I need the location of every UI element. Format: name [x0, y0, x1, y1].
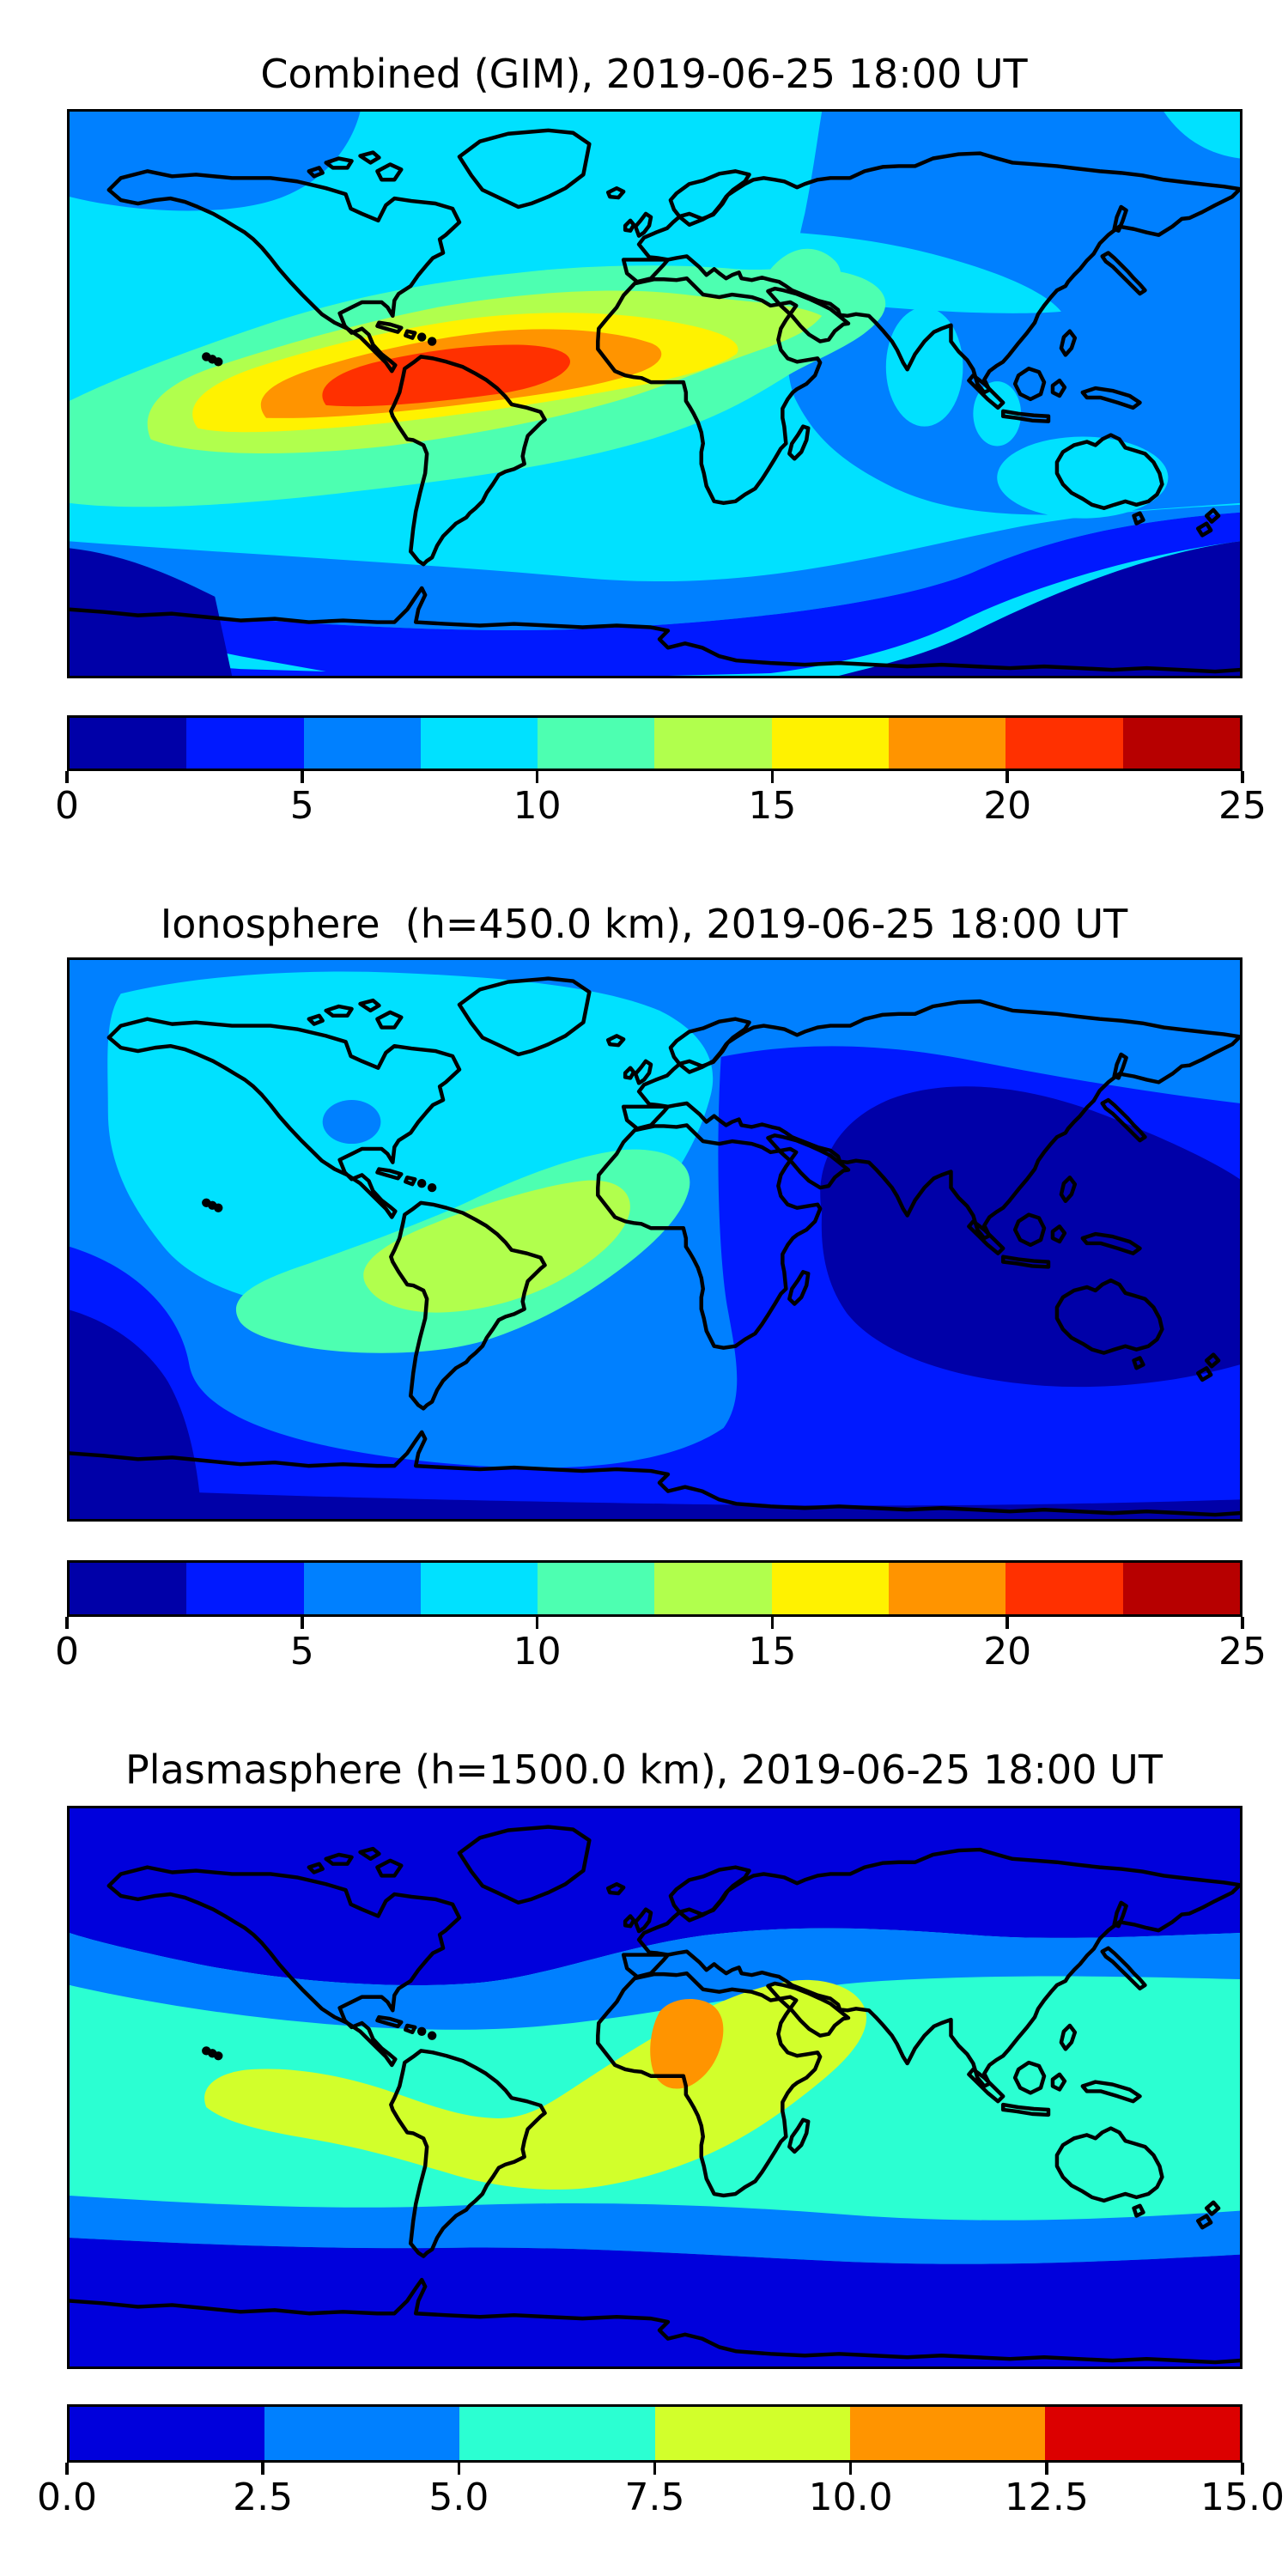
panel2-contour-map-svg	[70, 960, 1240, 1519]
colorbar-tick: 15.0	[1200, 2463, 1285, 2519]
panel1-contour-map-svg	[70, 112, 1240, 676]
colorbar-tick: 25	[1218, 771, 1267, 828]
colorbar-segment	[538, 718, 655, 769]
panel3-title: Plasmasphere (h=1500.0 km), 2019-06-25 1…	[125, 1747, 1163, 1793]
colorbar-segment	[654, 718, 772, 769]
colorbar-segment	[889, 718, 1006, 769]
colorbar-tick: 15	[748, 1617, 796, 1674]
colorbar-segment	[1005, 1563, 1123, 1614]
colorbar-tick: 5.0	[428, 2463, 489, 2519]
colorbar-tick: 15	[748, 771, 796, 828]
colorbar-tick: 10	[513, 1617, 562, 1674]
colorbar-tick: 0	[55, 771, 79, 828]
colorbar-segment	[186, 1563, 304, 1614]
colorbar-segment	[849, 2407, 1045, 2460]
colorbar-tick: 20	[983, 771, 1031, 828]
colorbar-segment	[420, 718, 538, 769]
colorbar-tick: 0	[55, 1617, 79, 1674]
colorbar-segment	[1005, 718, 1123, 769]
colorbar-tick: 5	[290, 1617, 314, 1674]
colorbar-tick: 25	[1218, 1617, 1267, 1674]
panel3-colorbar	[67, 2404, 1242, 2463]
colorbar-segment	[1122, 1563, 1240, 1614]
colorbar-tick: 2.5	[233, 2463, 293, 2519]
colorbar-tick: 5	[290, 771, 314, 828]
colorbar-tick: 10.0	[809, 2463, 893, 2519]
colorbar-segment	[1044, 2407, 1241, 2460]
colorbar-tick: 0.0	[37, 2463, 97, 2519]
colorbar-segment	[264, 2407, 460, 2460]
panel3-map	[67, 1806, 1242, 2369]
colorbar-segment	[70, 2407, 265, 2460]
colorbar-segment	[538, 1563, 655, 1614]
colorbar-tick: 20	[983, 1617, 1031, 1674]
colorbar-segment	[303, 718, 421, 769]
colorbar-segment	[654, 2407, 850, 2460]
colorbar-tick: 10	[513, 771, 562, 828]
colorbar-segment	[459, 2407, 655, 2460]
colorbar-segment	[889, 1563, 1006, 1614]
panel3-colorbar-ticks: 0.0 2.5 5.0 7.5 10.0 12.5 15.0	[37, 2463, 1285, 2540]
colorbar-segment	[420, 1563, 538, 1614]
panel1-colorbar	[67, 715, 1242, 771]
colorbar-segment	[186, 718, 304, 769]
panel2-title: Ionosphere (h=450.0 km), 2019-06-25 18:0…	[160, 901, 1128, 947]
colorbar-segment	[70, 718, 187, 769]
panel2-colorbar	[67, 1560, 1242, 1617]
colorbar-segment	[654, 1563, 772, 1614]
panel1-colorbar-ticks: 0 5 10 15 20 25	[55, 771, 1267, 848]
colorbar-segment	[303, 1563, 421, 1614]
panel3-contour-map-svg	[70, 1808, 1240, 2366]
colorbar-segment	[1122, 718, 1240, 769]
colorbar-tick: 7.5	[625, 2463, 684, 2519]
panel1-title: Combined (GIM), 2019-06-25 18:00 UT	[260, 51, 1028, 97]
colorbar-segment	[771, 1563, 890, 1614]
panel1-map	[67, 109, 1242, 678]
colorbar-segment	[771, 718, 890, 769]
panel2-map	[67, 957, 1242, 1522]
colorbar-segment	[70, 1563, 187, 1614]
colorbar-tick: 12.5	[1005, 2463, 1089, 2519]
panel2-colorbar-ticks: 0 5 10 15 20 25	[55, 1617, 1267, 1694]
